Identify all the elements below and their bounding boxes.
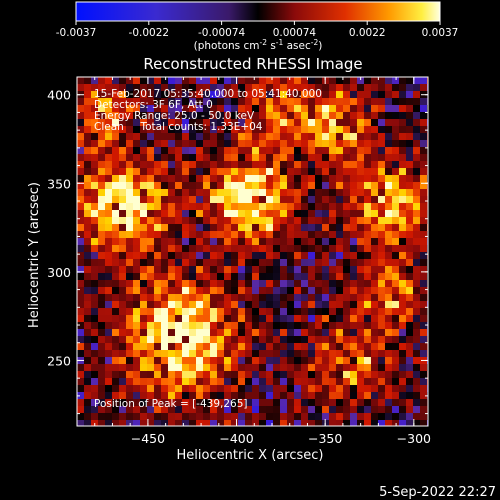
y-tick-label: 250 — [47, 353, 71, 368]
colorbar-tick-label: 0.00074 — [273, 27, 317, 39]
colorbar-tick-label: 0.0022 — [349, 27, 386, 39]
y-tick-label: 400 — [47, 88, 71, 103]
x-axis-label: Heliocentric X (arcsec) — [177, 448, 324, 463]
y-axis-label: Heliocentric Y (arcsec) — [27, 182, 42, 328]
peak-position-label: Position of Peak = [-439,265] — [94, 398, 248, 410]
colorbar-tick-label: -0.0037 — [56, 27, 97, 39]
axis-ticks: −450 −400 −350 −300 400 350 300 250 — [47, 76, 431, 446]
x-tick-label: −400 — [219, 431, 253, 446]
y-tick-label: 300 — [47, 265, 71, 280]
colorbar-ticks: -0.0037 -0.0022 -0.00074 0.00074 0.0022 0.003… — [56, 21, 459, 39]
colorbar-tick-label: -0.00074 — [198, 27, 246, 39]
info-line-detectors: Detectors: 3F 6F, Att 0 — [94, 99, 213, 111]
colorbar-tick-label: -0.0022 — [129, 27, 170, 39]
colorbar-tick-label: 0.0037 — [422, 27, 459, 39]
plot-title: Reconstructed RHESSI Image — [143, 55, 362, 73]
footer-date: 5-Sep-2022 22:27 — [379, 485, 496, 500]
colorbar-unit-label: (photons cm-2 s-1 asec-2) — [194, 38, 323, 52]
colorbar: -0.0037 -0.0022 -0.00074 0.00074 0.0022 0.003… — [56, 1, 459, 52]
y-tick-label: 350 — [47, 176, 71, 191]
info-line-clean: Clean Total counts: 1.33E+04 — [94, 121, 263, 133]
info-annotations: 15-Feb-2017 05:35:40.000 to 05:41:40.000… — [94, 88, 322, 410]
colorbar-gradient — [75, 1, 441, 22]
info-line-energy: Energy Range: 25.0 - 50.0 keV — [94, 110, 255, 122]
plot-frame — [76, 76, 429, 427]
x-tick-label: −300 — [397, 431, 431, 446]
x-tick-label: −450 — [131, 431, 165, 446]
rhessi-image — [77, 77, 428, 426]
info-line-time: 15-Feb-2017 05:35:40.000 to 05:41:40.000 — [94, 88, 322, 100]
x-tick-label: −350 — [308, 431, 342, 446]
